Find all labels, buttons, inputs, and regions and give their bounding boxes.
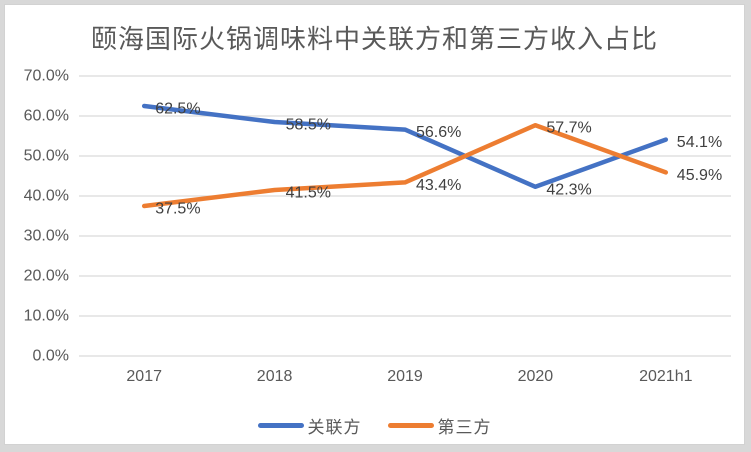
chart-title: 颐海国际火锅调味料中关联方和第三方收入占比: [90, 24, 658, 54]
x-tick-label: 2020: [518, 368, 554, 385]
legend-line-swatch: [387, 423, 434, 428]
x-tick-label: 2018: [257, 368, 293, 385]
y-tick-label: 70.0%: [24, 68, 69, 85]
x-tick-label: 2021h1: [639, 368, 692, 385]
data-label: 41.5%: [286, 185, 331, 202]
y-tick-label: 40.0%: [24, 188, 69, 205]
y-tick-label: 20.0%: [24, 268, 69, 285]
data-label: 56.6%: [416, 124, 461, 141]
data-label: 43.4%: [416, 177, 461, 194]
data-label: 58.5%: [286, 117, 331, 134]
legend-label: 第三方: [437, 418, 492, 437]
data-label: 54.1%: [677, 134, 722, 151]
legend-item-related-party: 关联方: [257, 413, 362, 438]
data-label: 62.5%: [155, 101, 200, 118]
y-tick-label: 0.0%: [33, 348, 69, 365]
data-label: 42.3%: [546, 181, 591, 198]
legend-line-swatch: [257, 423, 304, 428]
data-label: 37.5%: [155, 201, 200, 218]
data-label: 57.7%: [546, 120, 591, 137]
chart-card: 颐海国际火锅调味料中关联方和第三方收入占比 0.0% 10.0% 20.0% 30.0…: [4, 4, 745, 445]
legend-label: 关联方: [307, 418, 362, 437]
x-tick-label: 2017: [126, 368, 162, 385]
series-line-第三方: [141, 122, 669, 209]
x-tick-label: 2019: [387, 368, 423, 385]
y-tick-label: 30.0%: [24, 228, 69, 245]
data-label: 45.9%: [677, 167, 722, 184]
y-tick-label: 10.0%: [24, 308, 69, 325]
y-tick-label: 50.0%: [24, 148, 69, 165]
y-tick-label: 60.0%: [24, 108, 69, 125]
legend: 关联方 第三方: [5, 413, 744, 438]
series-line-关联方: [141, 103, 669, 190]
plot-area: 0.0% 10.0% 20.0% 30.0% 40.0% 50.0% 60.0% 70.0% 2…: [24, 68, 731, 385]
legend-item-third-party: 第三方: [387, 413, 492, 438]
